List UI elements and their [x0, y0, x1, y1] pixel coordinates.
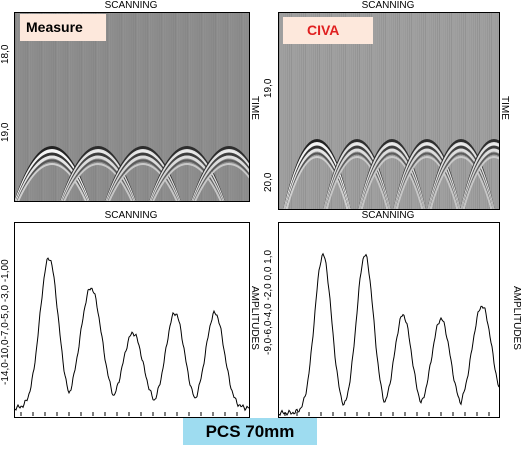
time-axis-label-left: TIME: [249, 96, 260, 120]
tick-19-left: 19,0: [0, 122, 11, 142]
scanning-title-top-right: SCANNING: [361, 0, 415, 11]
bscan-civa-panel: [278, 12, 500, 210]
bscan-measure-image: [15, 13, 249, 201]
civa-badge: CIVA: [283, 17, 373, 44]
bscan-measure-panel: [14, 12, 250, 202]
bscan-civa-image: [279, 13, 499, 209]
ascan-civa-trace: [279, 252, 499, 417]
scanning-title-bottom-left: SCANNING: [104, 210, 158, 221]
measure-badge: Measure: [20, 14, 106, 41]
ascan-measure-plot: [14, 222, 250, 418]
specimen-label: PCS 70mm: [183, 418, 317, 445]
ascan-civa-plot: [278, 222, 500, 418]
amplitudes-axis-label-left: AMPLITUDES: [249, 286, 260, 350]
time-axis-label-right: TIME: [499, 96, 510, 120]
tick-20-right: 20,0: [263, 172, 274, 192]
amplitude-ticks-right: -9,0-6,0-4,0 -2,0 0,0 1,0: [263, 249, 274, 355]
tick-19-right: 19,0: [263, 78, 274, 98]
scanning-title-top-left: SCANNING: [104, 0, 158, 11]
tick-18-left: 18,0: [0, 44, 11, 64]
ascan-measure-trace: [15, 257, 249, 416]
amplitudes-axis-label-right: AMPLITUDES: [511, 286, 522, 350]
scanning-title-bottom-right: SCANNING: [361, 210, 415, 221]
amplitude-ticks-left: -14,0-10,0-7,0-5,0 -3,0 -1,00: [0, 259, 11, 385]
